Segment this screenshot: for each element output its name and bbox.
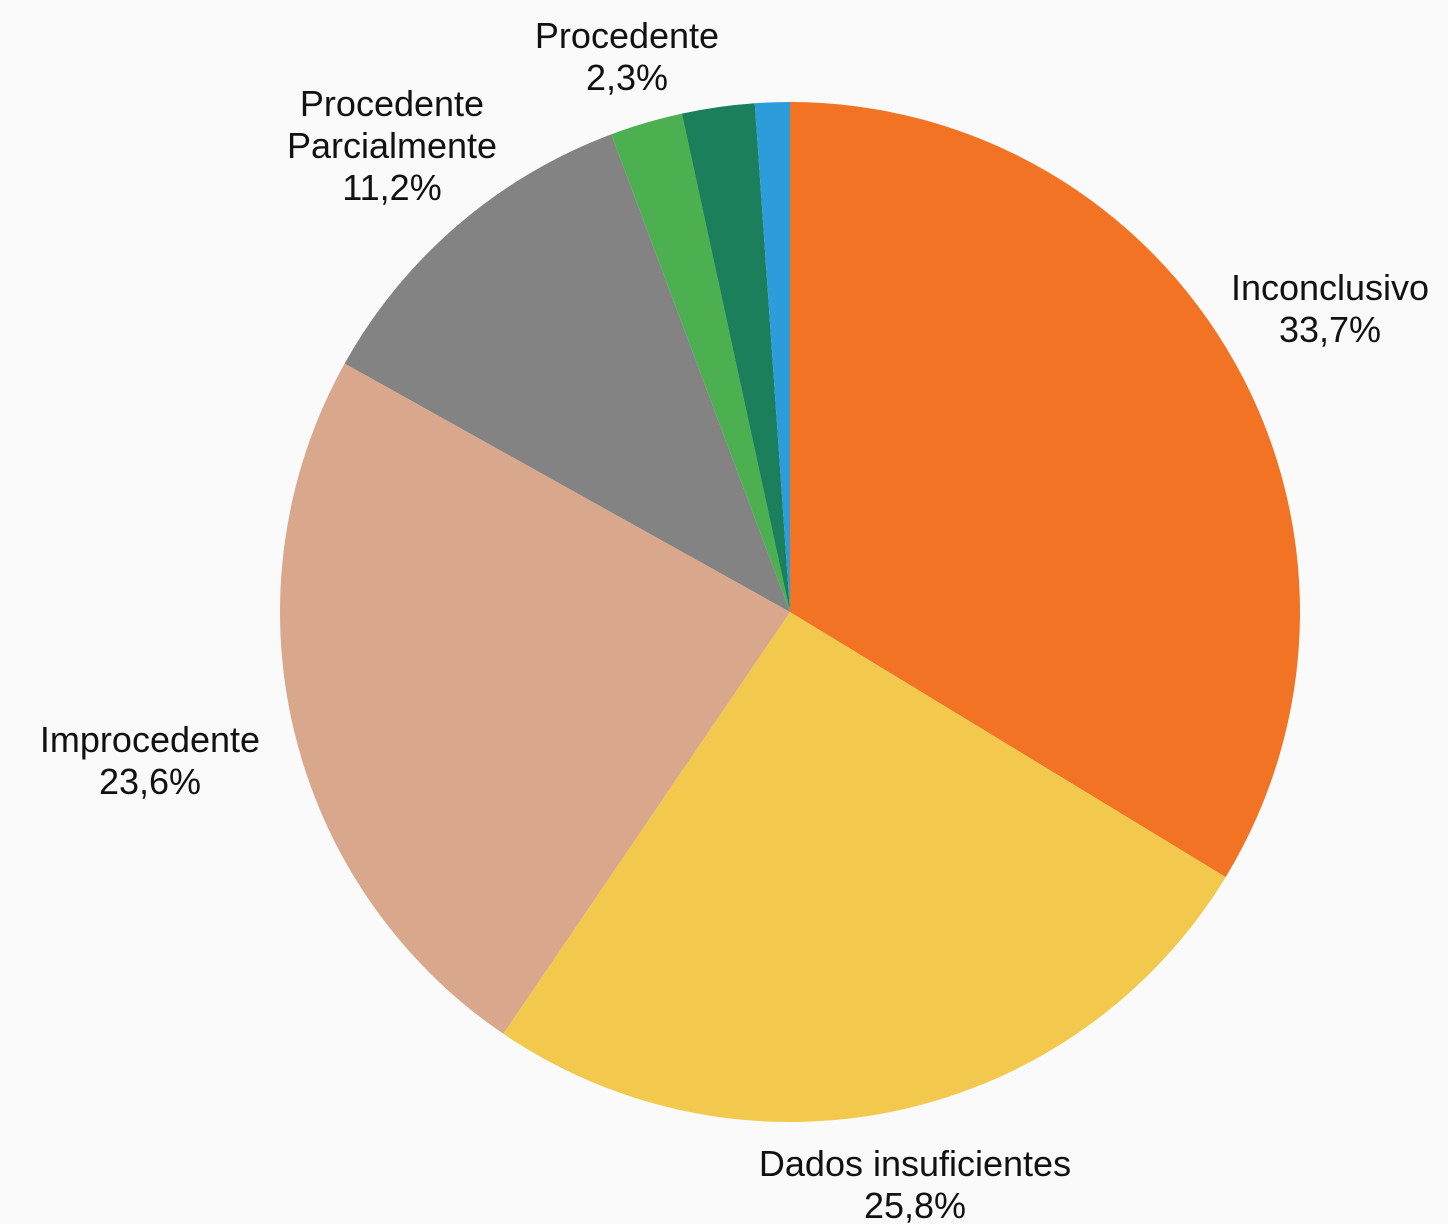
slice-label-line: Dados insuficientes xyxy=(759,1143,1071,1184)
pie-slice-unlabeled-4 xyxy=(611,113,790,612)
slice-value-label: 25,8% xyxy=(864,1185,966,1224)
pie-slice-inconclusivo xyxy=(790,102,1300,878)
slice-label-procedente: Procedente 2,3% xyxy=(535,15,719,98)
slice-label-improcedente: Improcedente 23,6% xyxy=(40,719,260,802)
slice-label-line: Inconclusivo xyxy=(1231,267,1429,308)
slice-label-line: Parcialmente xyxy=(287,125,497,166)
pie-labels: Inconclusivo 33,7% Dados insuficientes 25,8… xyxy=(40,15,1429,1224)
slice-value-label: 11,2% xyxy=(342,167,441,208)
pie-slice-unlabeled-6 xyxy=(754,102,790,612)
slice-label-line: Procedente xyxy=(300,83,484,124)
slice-label-dados-insuficientes: Dados insuficientes 25,8% xyxy=(759,1143,1071,1224)
slice-value-label: 2,3% xyxy=(586,57,668,98)
slice-label-inconclusivo: Inconclusivo 33,7% xyxy=(1231,267,1429,350)
pie-slice-dados-insuficientes xyxy=(503,612,1226,1122)
slice-label-line: Improcedente xyxy=(40,719,260,760)
pie-slice-improcedente xyxy=(280,363,790,1034)
slice-value-label: 23,6% xyxy=(99,761,201,802)
slice-label-procedente-parcialmente: Procedente Parcialmente 11,2% xyxy=(287,83,497,208)
pie-slices xyxy=(280,102,1300,1122)
slice-label-line: Procedente xyxy=(535,15,719,56)
pie-slice-procedente-parcialmente xyxy=(344,134,790,612)
pie-slice-procedente xyxy=(681,103,790,612)
slice-value-label: 33,7% xyxy=(1279,309,1381,350)
